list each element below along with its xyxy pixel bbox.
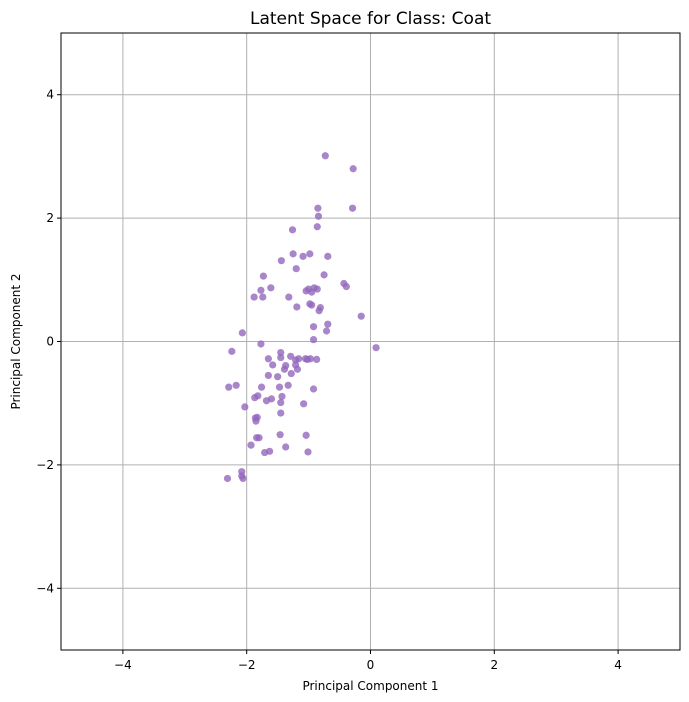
y-tick-label: −2 <box>36 458 54 472</box>
data-point <box>308 288 316 296</box>
data-points <box>223 152 380 483</box>
data-point <box>289 250 297 258</box>
y-tick-label: 4 <box>46 88 54 102</box>
x-tick-label: 2 <box>490 658 498 672</box>
data-point <box>322 327 331 335</box>
data-point <box>287 352 295 360</box>
data-point <box>257 383 266 391</box>
data-point <box>278 392 286 401</box>
x-axis-label: Principal Component 1 <box>302 679 438 693</box>
data-point <box>309 385 318 393</box>
data-point <box>225 383 233 391</box>
data-point <box>302 431 310 439</box>
data-point <box>274 373 282 381</box>
data-point <box>357 312 365 320</box>
data-point <box>239 474 247 483</box>
data-point <box>285 293 293 301</box>
data-point <box>276 431 284 439</box>
data-point <box>314 204 322 212</box>
data-point <box>277 398 285 407</box>
data-point <box>292 356 300 364</box>
data-point <box>304 448 312 456</box>
data-point <box>282 361 290 370</box>
data-point <box>262 397 271 405</box>
data-point <box>250 293 258 301</box>
data-point <box>255 434 263 442</box>
chart-title: Latent Space for Class: Coat <box>250 9 491 29</box>
data-point <box>324 252 332 260</box>
data-point <box>287 369 295 378</box>
x-tick-label: −2 <box>238 658 256 672</box>
data-point <box>309 323 318 331</box>
data-point <box>313 285 321 293</box>
data-point <box>266 447 274 455</box>
data-point <box>253 413 261 421</box>
data-point <box>257 286 265 294</box>
data-point <box>342 282 350 291</box>
data-point <box>299 252 307 260</box>
data-point <box>264 371 272 380</box>
data-point <box>315 307 323 315</box>
y-tick-label: 0 <box>46 335 54 349</box>
data-point <box>277 257 285 265</box>
y-axis-label: Principal Component 2 <box>9 273 23 409</box>
data-point <box>306 250 314 258</box>
data-point <box>320 271 328 279</box>
data-point <box>324 320 332 328</box>
data-point <box>314 212 323 220</box>
data-point <box>349 165 357 173</box>
data-point <box>269 361 277 369</box>
data-point <box>232 381 240 389</box>
data-point <box>303 355 311 363</box>
data-point <box>282 443 290 451</box>
data-point <box>292 265 300 273</box>
data-point <box>372 344 380 352</box>
x-axis-ticks: −4 −2 0 2 4 <box>114 650 622 672</box>
data-point <box>313 223 321 231</box>
data-point <box>251 394 259 402</box>
data-point <box>284 381 292 389</box>
data-point <box>309 336 318 344</box>
data-point <box>293 303 301 311</box>
data-point <box>277 353 285 362</box>
data-point <box>313 355 321 363</box>
data-point <box>223 474 232 483</box>
grid <box>61 33 680 650</box>
data-point <box>238 329 246 337</box>
data-point <box>321 152 329 160</box>
data-point <box>293 365 302 373</box>
y-tick-label: −4 <box>36 581 54 595</box>
data-point <box>228 347 236 355</box>
data-point <box>277 349 285 357</box>
data-point <box>257 340 265 348</box>
data-point <box>275 383 284 391</box>
data-point <box>288 226 297 234</box>
data-point <box>264 355 272 363</box>
y-axis-ticks: −4 −2 0 2 4 <box>36 88 61 595</box>
x-tick-label: 4 <box>614 658 622 672</box>
data-point <box>277 409 285 417</box>
data-point <box>348 204 357 212</box>
data-point <box>300 400 308 408</box>
data-point <box>267 284 275 292</box>
data-point <box>306 300 314 308</box>
x-tick-label: 0 <box>367 658 375 672</box>
data-point <box>241 403 249 411</box>
data-point <box>259 293 267 301</box>
y-tick-label: 2 <box>46 211 54 225</box>
data-point <box>259 272 268 280</box>
data-point <box>247 441 255 449</box>
x-tick-label: −4 <box>114 658 132 672</box>
